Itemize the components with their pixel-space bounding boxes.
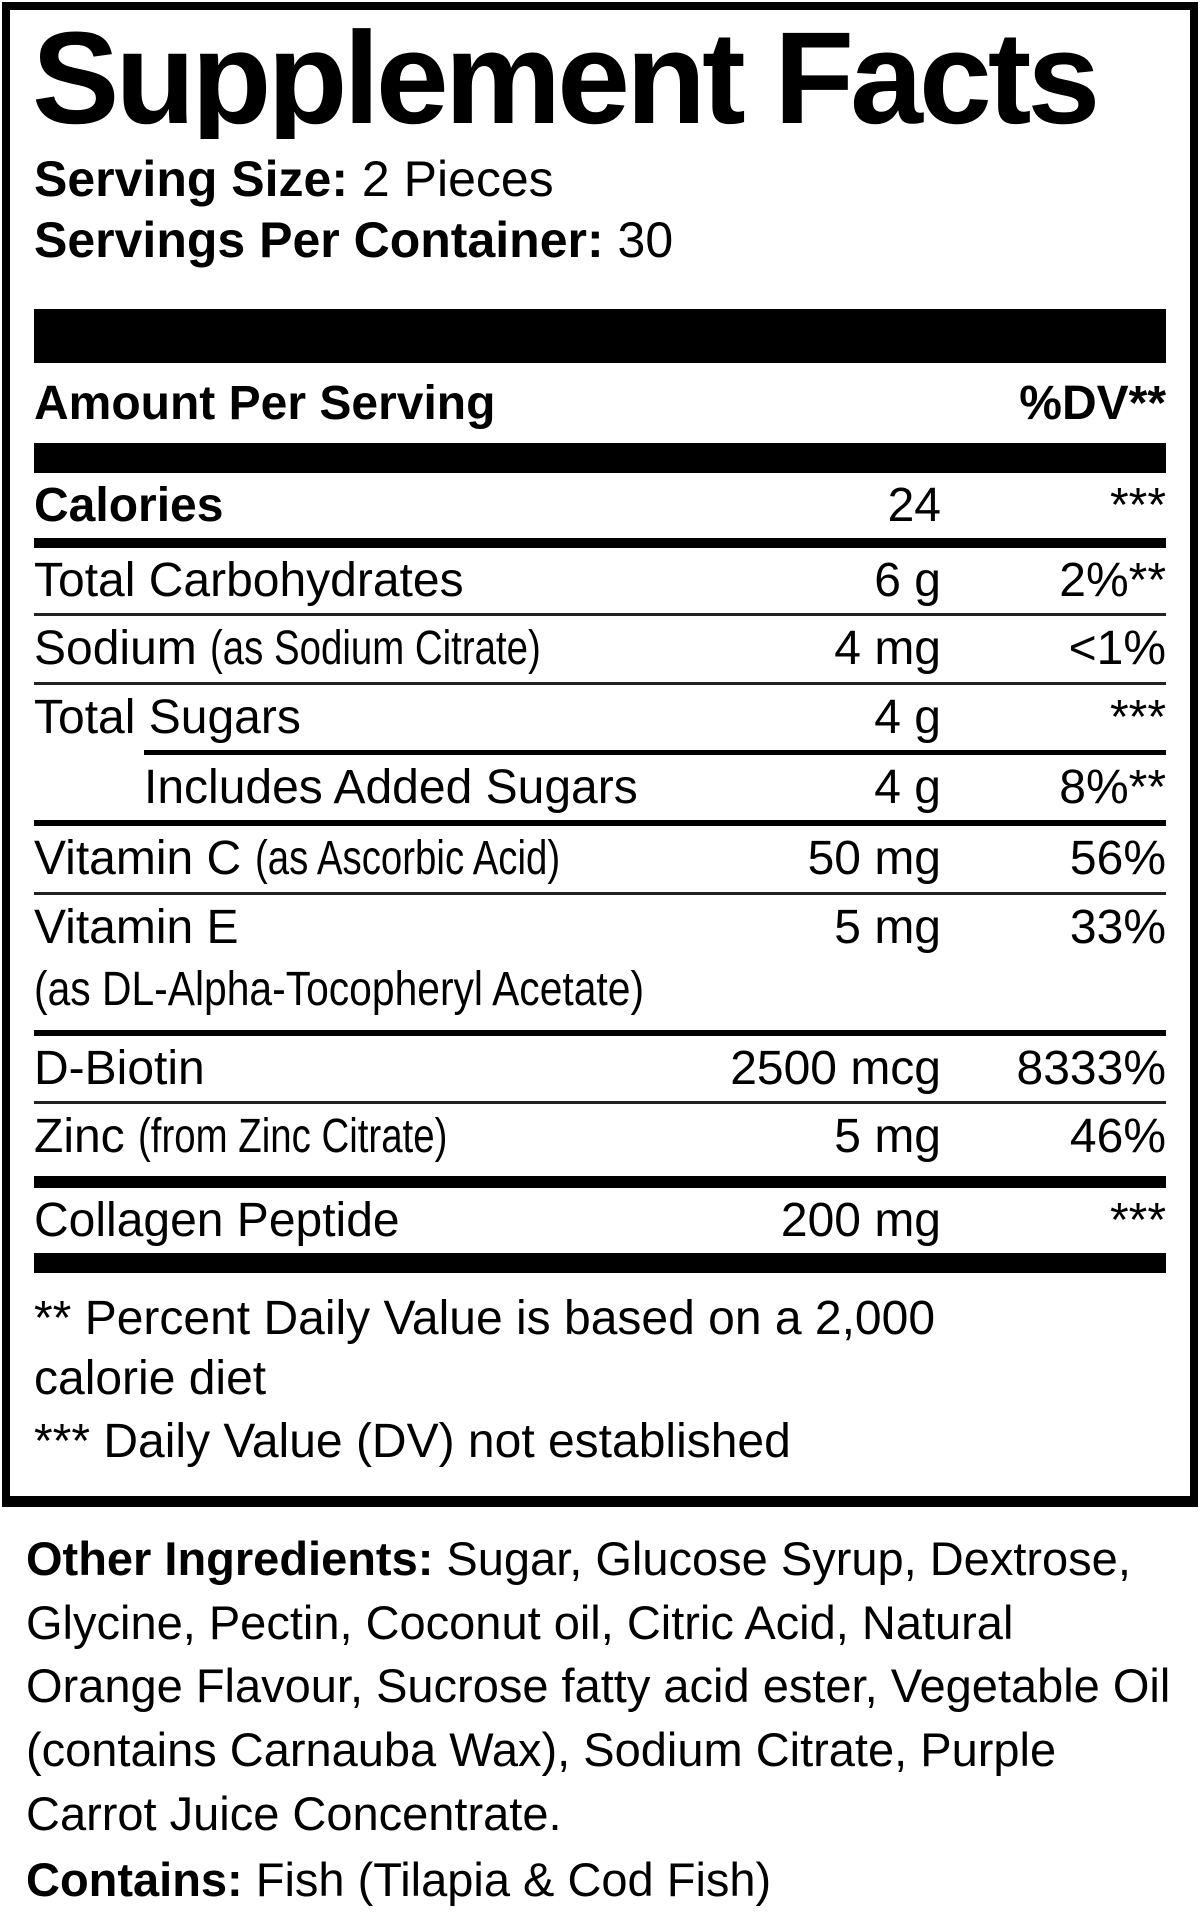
nutrient-dv: *** [1109, 478, 1166, 532]
nutrient-dv: 56% [1069, 832, 1166, 886]
panel-title: Supplement Facts [32, 10, 1100, 139]
nutrient-amount: 6 g [874, 553, 941, 607]
thick-rule-top [34, 308, 1166, 363]
table-row-collagen-peptide: Collagen Peptide 200 mg *** [10, 1188, 1190, 1253]
nutrient-source-note: (as Sodium Citrate) [210, 622, 541, 676]
serving-size-label: Serving Size: [34, 150, 348, 207]
nutrient-dv: 33% [1069, 900, 1166, 954]
nutrient-amount: 4 g [874, 760, 941, 814]
table-row-vitamin-e: Vitamin E 5 mg 33% [10, 895, 1190, 960]
rule [34, 891, 1166, 895]
rule [34, 613, 1166, 617]
nutrient-name: Includes Added Sugars [144, 760, 638, 814]
nutrient-name: Vitamin E [34, 900, 239, 954]
nutrient-name: Vitamin C (as Ascorbic Acid) [34, 827, 731, 890]
ingredients-section: Other Ingredients: Sugar, Glucose Syrup,… [0, 1507, 1200, 1912]
rule [34, 681, 1166, 685]
nutrient-amount: 4 mg [834, 622, 941, 676]
nutrient-amount: 2500 mcg [730, 1042, 941, 1096]
amount-per-serving-header: Amount Per Serving [34, 376, 496, 430]
other-ingredients-text: Sugar, Glucose Syrup, Dextrose, Glycine,… [26, 1531, 1171, 1841]
table-row-vitamin-c: Vitamin C (as Ascorbic Acid) 50 mg 56% [10, 826, 1190, 891]
rule-group [34, 1030, 1166, 1037]
thick-rule-header [34, 442, 1166, 473]
nutrient-dv: 8%** [1059, 760, 1166, 814]
table-row-total-carbohydrates: Total Carbohydrates 6 g 2%** [10, 548, 1190, 613]
rule [34, 1101, 1166, 1105]
vitamin-e-source-note-line: (as DL-Alpha-Tocopheryl Acetate) [10, 960, 1190, 1030]
servings-per-container-label: Servings Per Container: [34, 211, 604, 268]
serving-size-line: Serving Size: 2 Pieces [34, 149, 1166, 210]
table-row-sodium: Sodium (as Sodium Citrate) 4 mg <1% [10, 616, 1190, 681]
servings-per-container-value: 30 [617, 211, 674, 268]
nutrient-amount: 4 g [874, 690, 941, 744]
nutrient-name: Sodium (as Sodium Citrate) [34, 617, 731, 680]
other-ingredients-label: Other Ingredients: [26, 1531, 434, 1585]
nutrient-name: Total Carbohydrates [34, 553, 464, 607]
nutrient-source-note: (as DL-Alpha-Tocopheryl Acetate) [34, 963, 645, 1017]
rule-group [34, 820, 1166, 827]
nutrient-amount: 200 mg [780, 1193, 941, 1247]
nutrient-name: Calories [34, 478, 224, 532]
nutrient-amount: 24 [887, 478, 941, 532]
thick-rule-collagen-top [34, 1175, 1166, 1188]
nutrient-name: D-Biotin [34, 1042, 205, 1096]
serving-size-value: 2 Pieces [361, 150, 554, 207]
nutrient-name: Total Sugars [34, 690, 301, 744]
other-ingredients-paragraph: Other Ingredients: Sugar, Glucose Syrup,… [26, 1527, 1174, 1847]
thick-rule-footnotes-top [34, 1253, 1166, 1274]
percent-dv-header: %DV** [1019, 376, 1166, 430]
nutrient-name: Collagen Peptide [34, 1193, 400, 1247]
indented-rule [144, 749, 1166, 755]
rule-after-calories [34, 537, 1166, 548]
table-row-d-biotin: D-Biotin 2500 mcg 8333% [10, 1036, 1190, 1101]
contains-line: Contains: Fish (Tilapia & Cod Fish) [26, 1848, 1174, 1912]
column-header-row: Amount Per Serving %DV** [10, 363, 1190, 443]
contains-text: Fish (Tilapia & Cod Fish) [242, 1853, 772, 1907]
nutrient-dv: *** [1109, 1193, 1166, 1247]
nutrient-amount: 50 mg [807, 832, 941, 886]
footnote-daily-value: ** Percent Daily Value is based on a 2,0… [34, 1292, 936, 1405]
nutrient-dv: *** [1109, 690, 1166, 744]
nutrient-amount: 5 mg [834, 1110, 941, 1164]
table-row-calories: Calories 24 *** [10, 473, 1190, 538]
footnote-dv-not-established: *** Daily Value (DV) not established [34, 1415, 791, 1469]
nutrient-source-note: (as Ascorbic Acid) [254, 832, 560, 886]
servings-per-container-line: Servings Per Container: 30 [34, 210, 1166, 271]
nutrient-dv: 2%** [1059, 553, 1166, 607]
table-row-total-sugars: Total Sugars 4 g *** [10, 685, 1190, 750]
nutrient-dv: 8333% [1016, 1042, 1166, 1096]
contains-label: Contains: [26, 1853, 243, 1907]
nutrient-dv: 46% [1069, 1110, 1166, 1164]
table-row-includes-added-sugars: Includes Added Sugars 4 g 8%** [10, 755, 1190, 820]
nutrient-source-note: (from Zinc Citrate) [138, 1110, 448, 1164]
nutrient-amount: 5 mg [834, 900, 941, 954]
footnotes: ** Percent Daily Value is based on a 2,0… [10, 1273, 1190, 1496]
table-row-zinc: Zinc (from Zinc Citrate) 5 mg 46% [10, 1104, 1190, 1169]
nutrient-dv: <1% [1068, 622, 1166, 676]
nutrient-name: Zinc (from Zinc Citrate) [34, 1105, 731, 1168]
serving-info: Serving Size: 2 Pieces Servings Per Cont… [10, 139, 1190, 271]
supplement-facts-panel: Supplement Facts Serving Size: 2 Pieces … [2, 2, 1198, 1507]
